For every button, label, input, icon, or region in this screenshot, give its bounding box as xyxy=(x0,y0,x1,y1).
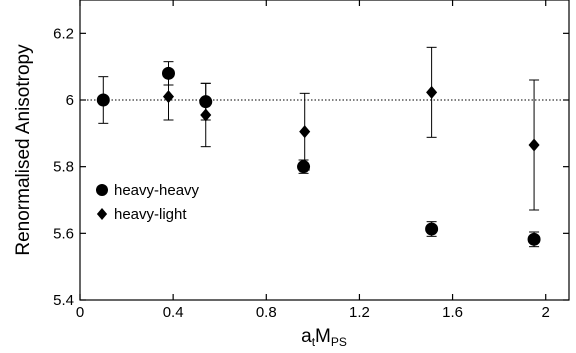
diamond-point xyxy=(529,139,540,152)
circle-point xyxy=(97,94,110,107)
x-axis-label-main: M xyxy=(315,326,331,347)
x-tick-label: 0 xyxy=(76,304,84,321)
plot-frame xyxy=(80,0,569,300)
x-tick-label: 0.4 xyxy=(163,304,184,321)
x-axis-label-base: a xyxy=(301,326,312,347)
y-tick-label: 5.8 xyxy=(53,159,74,176)
y-tick-label: 5.6 xyxy=(53,225,74,242)
y-tick-label: 5.4 xyxy=(53,292,74,309)
y-tick-label: 6.2 xyxy=(53,25,74,42)
diamond-point xyxy=(299,125,310,138)
legend-label: heavy-light xyxy=(114,206,187,223)
ticks-layer: 0 0.4 0.8 1.2 1.6 2 5.4 5.6 5.8 6 6.2 xyxy=(53,0,569,321)
legend: heavy-heavy heavy-light xyxy=(96,182,200,223)
x-tick-label: 1.6 xyxy=(442,304,463,321)
circle-point xyxy=(425,223,438,236)
x-tick-label: 2 xyxy=(542,304,550,321)
legend-label: heavy-heavy xyxy=(114,182,200,199)
diamond-point xyxy=(426,86,437,99)
x-tick-label: 0.8 xyxy=(256,304,277,321)
legend-diamond-marker xyxy=(97,208,107,220)
x-tick-label: 1.2 xyxy=(349,304,370,321)
circle-point xyxy=(528,233,541,246)
x-axis-label: atMPS xyxy=(301,326,347,349)
legend-circle-marker xyxy=(96,184,108,196)
circle-point xyxy=(297,160,310,173)
x-axis-label-sub2: PS xyxy=(331,335,347,349)
y-axis-label: Renormalised Anisotropy xyxy=(13,44,34,256)
diamond-point xyxy=(163,90,174,103)
y-tick-label: 6 xyxy=(66,92,74,109)
